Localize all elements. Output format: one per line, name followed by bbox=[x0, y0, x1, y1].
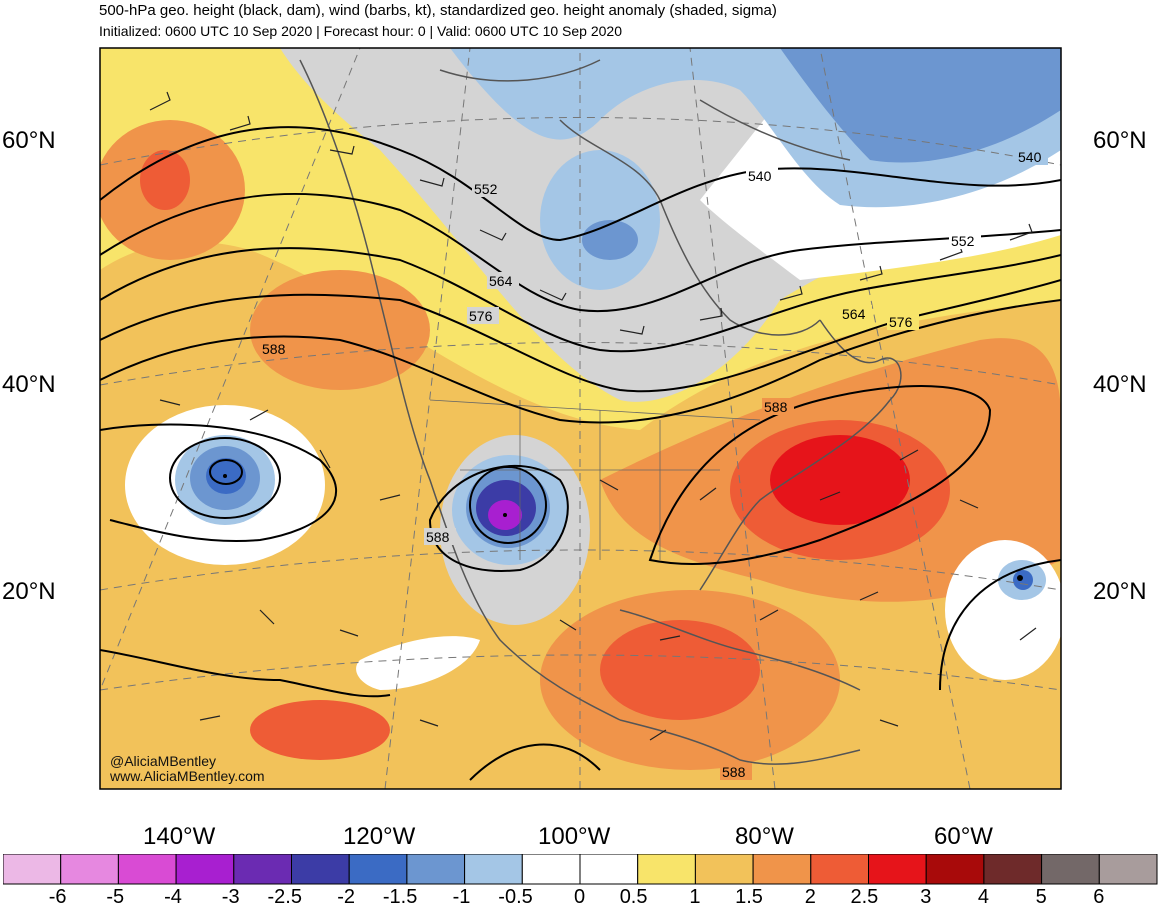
colorbar-label: 2.5 bbox=[850, 886, 879, 908]
colorbar-label: 1 bbox=[689, 886, 701, 908]
wind-barbs bbox=[149, 91, 1037, 741]
anomaly-deepred-east bbox=[770, 435, 910, 525]
colorbar-label: -3 bbox=[221, 886, 240, 908]
colorbar-box bbox=[233, 854, 293, 885]
anomaly-blue-hudson-core bbox=[582, 220, 638, 260]
colorbar-label: 2 bbox=[804, 886, 816, 908]
colorbar-box bbox=[637, 854, 696, 885]
low-center-pacific bbox=[223, 474, 227, 478]
colorbar-box bbox=[983, 854, 1043, 885]
colorbar-box bbox=[60, 854, 119, 885]
anomaly-blue-hudson bbox=[540, 150, 660, 290]
coastlines bbox=[299, 59, 902, 765]
graticule bbox=[100, 48, 1061, 789]
anomaly-red-alaska bbox=[140, 150, 190, 210]
colorbar-box bbox=[291, 854, 350, 885]
map-subtitle: Initialized: 0600 UTC 10 Sep 2020 | Fore… bbox=[99, 23, 622, 39]
lon-label-140w: 140°W bbox=[143, 823, 216, 850]
colorbar-label: -5 bbox=[106, 886, 125, 908]
height-contours bbox=[100, 126, 1061, 781]
colorbar-box bbox=[752, 854, 812, 885]
colorbar-box bbox=[464, 854, 523, 885]
lat-label-20-left: 20°N bbox=[2, 578, 56, 605]
colorbar-label: 6 bbox=[1093, 886, 1105, 908]
contour-label-564-east: 564 bbox=[842, 306, 866, 322]
anomaly-red-south bbox=[250, 700, 390, 760]
colorbar bbox=[3, 854, 1158, 885]
colorbar-label: -1.5 bbox=[382, 886, 418, 908]
colorbar-box bbox=[521, 854, 581, 885]
lat-label-20-right: 20°N bbox=[1093, 578, 1147, 605]
colorbar-box bbox=[579, 854, 639, 885]
colorbar-label: 3 bbox=[920, 886, 932, 908]
colorbar-box bbox=[868, 854, 927, 885]
low-center-cutoff bbox=[503, 513, 507, 517]
colorbar-label: -1 bbox=[452, 886, 471, 908]
contour-label-564-west: 564 bbox=[489, 273, 513, 289]
contour-label-588-south: 588 bbox=[722, 764, 746, 780]
lon-label-100w: 100°W bbox=[538, 823, 611, 850]
credit-site: www.AliciaMBentley.com bbox=[110, 768, 265, 784]
contour-label-588-east: 588 bbox=[764, 399, 788, 415]
credit-handle: @AliciaMBentley bbox=[110, 753, 217, 769]
colorbar-box bbox=[348, 854, 408, 885]
colorbar-box bbox=[406, 854, 466, 885]
anomaly-white-south bbox=[356, 636, 480, 690]
colorbar-label: -0.5 bbox=[498, 886, 533, 908]
colorbar-box bbox=[810, 854, 869, 885]
low-center-atlantic bbox=[1017, 575, 1023, 581]
colorbar-box bbox=[1041, 854, 1100, 885]
contour-label-576-east: 576 bbox=[889, 314, 913, 330]
anomaly-red-caribbean bbox=[600, 620, 760, 720]
colorbar-label: -2 bbox=[337, 886, 355, 908]
colorbar-label: 1.5 bbox=[735, 886, 763, 908]
contour-label-576-west: 576 bbox=[469, 308, 493, 324]
state-boundaries bbox=[429, 399, 761, 560]
colorbar-label: 0 bbox=[574, 886, 586, 908]
colorbar-label: 0.5 bbox=[619, 886, 648, 908]
contour-label-588-pacific: 588 bbox=[262, 341, 286, 357]
lat-label-40-left: 40°N bbox=[2, 371, 56, 398]
colorbar-label: 5 bbox=[1035, 886, 1047, 908]
colorbar-box bbox=[175, 854, 235, 885]
contour-label-588-cutoff: 588 bbox=[426, 529, 450, 545]
contour-label-540-north: 540 bbox=[748, 168, 772, 184]
lat-label-40-right: 40°N bbox=[1093, 371, 1147, 398]
colorbar-label: 4 bbox=[977, 886, 990, 908]
anomaly-orange-west bbox=[250, 270, 430, 390]
lon-label-120w: 120°W bbox=[343, 823, 416, 850]
contour-label-540-east: 540 bbox=[1018, 149, 1042, 165]
lat-label-60-left: 60°N bbox=[2, 127, 56, 154]
colorbar-box bbox=[1098, 854, 1158, 885]
lon-label-60w: 60°W bbox=[934, 823, 993, 850]
colorbar-label: -2.5 bbox=[267, 886, 302, 908]
colorbar-label: -4 bbox=[164, 886, 182, 908]
colorbar-box bbox=[694, 854, 754, 885]
contour-label-552-west: 552 bbox=[474, 181, 498, 197]
colorbar-box bbox=[925, 854, 985, 885]
colorbar-box bbox=[117, 854, 177, 885]
anomaly-blue-deep bbox=[780, 48, 1061, 163]
lat-label-60-right: 60°N bbox=[1093, 127, 1147, 154]
map-frame bbox=[99, 47, 1062, 790]
contour-label-552-east: 552 bbox=[951, 233, 975, 249]
colorbar-label: -6 bbox=[48, 886, 67, 908]
lon-label-80w: 80°W bbox=[735, 823, 794, 850]
anomaly-blue-atlantic-core bbox=[1013, 570, 1033, 590]
colorbar-box bbox=[3, 854, 62, 885]
map-title: 500-hPa geo. height (black, dam), wind (… bbox=[99, 2, 777, 19]
